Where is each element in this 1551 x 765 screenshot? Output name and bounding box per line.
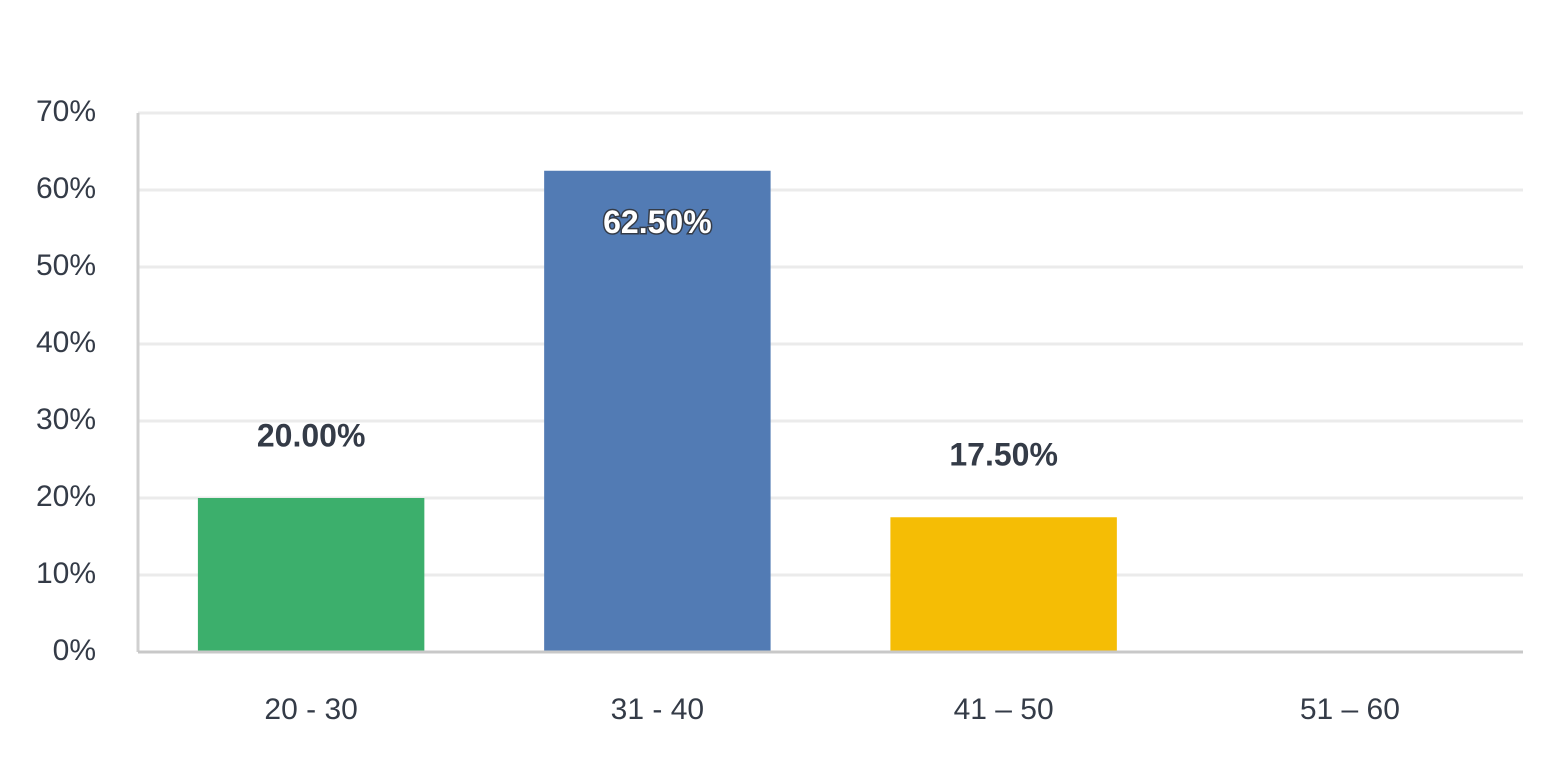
bar (197, 498, 425, 652)
bar (890, 517, 1117, 652)
bar (544, 170, 771, 652)
y-tick-label: 20% (36, 480, 96, 513)
y-tick-label: 70% (36, 95, 96, 128)
y-tick-label: 50% (36, 249, 96, 282)
y-tick-label: 0% (53, 634, 96, 667)
y-tick-label: 30% (36, 403, 96, 436)
y-tick-label: 40% (36, 326, 96, 359)
x-tick-label: 20 - 30 (264, 693, 357, 726)
x-tick-label: 31 - 40 (611, 693, 704, 726)
x-tick-label: 41 – 50 (954, 693, 1054, 726)
value-label: 20.00% (257, 417, 366, 453)
y-tick-label: 60% (36, 172, 96, 205)
value-label: 17.50% (949, 437, 1058, 473)
y-tick-label: 10% (36, 557, 96, 590)
value-label: 62.50% (603, 204, 712, 240)
x-tick-label: 51 – 60 (1300, 693, 1400, 726)
